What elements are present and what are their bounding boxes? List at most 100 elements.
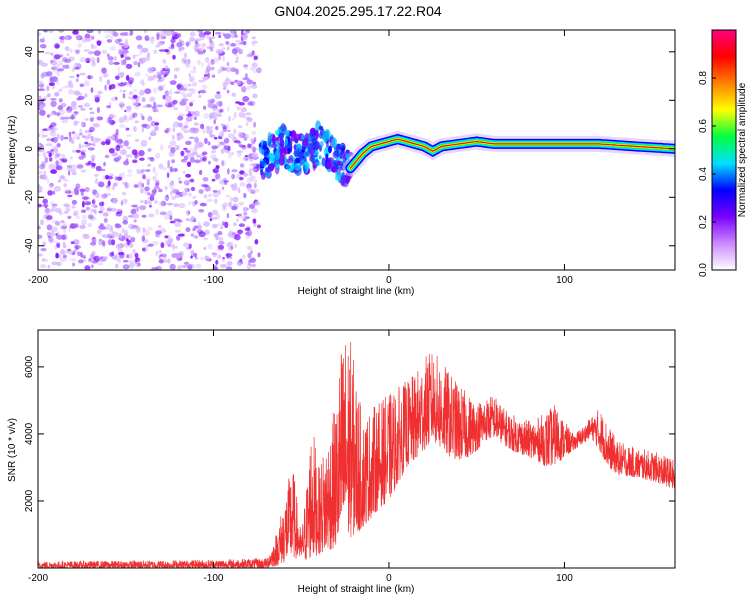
noise-speckle [171, 195, 177, 200]
noise-speckle [79, 128, 82, 133]
noise-speckle [226, 123, 229, 130]
noise-speckle [141, 235, 146, 242]
noise-speckle [127, 169, 133, 174]
turbulent-blob [285, 164, 293, 170]
noise-speckle [236, 218, 240, 223]
turbulent-blob [331, 159, 338, 165]
noise-speckle [231, 92, 236, 97]
noise-speckle [112, 32, 119, 37]
bottom-x-tick-label: -100 [203, 573, 223, 584]
colorbar: 0.0 0.2 0.4 0.6 0.8 Normalized spectral ampl… [698, 29, 748, 277]
noise-speckle [218, 54, 221, 61]
noise-speckle [245, 116, 251, 120]
noise-speckle [191, 128, 198, 134]
noise-speckle [214, 136, 218, 140]
noise-speckle [152, 106, 158, 113]
noise-speckle [245, 145, 248, 149]
noise-speckle [234, 234, 241, 241]
noise-speckle [46, 215, 53, 221]
noise-speckle [203, 247, 206, 250]
noise-speckle [75, 78, 79, 83]
noise-speckle [105, 224, 112, 230]
noise-speckle [59, 249, 65, 256]
noise-speckle [152, 175, 157, 181]
noise-speckle [232, 196, 239, 203]
noise-speckle [84, 186, 90, 193]
bottom-x-label: Height of straight line (km) [298, 584, 415, 595]
noise-speckle [72, 105, 78, 111]
noise-speckle [177, 115, 184, 121]
noise-speckle [166, 127, 172, 132]
noise-speckle [239, 163, 245, 168]
noise-speckle [245, 234, 250, 240]
noise-speckle [222, 221, 225, 226]
noise-speckle [82, 149, 87, 152]
noise-speckle [180, 150, 185, 157]
noise-speckle [167, 145, 172, 149]
noise-speckle [253, 55, 258, 61]
noise-speckle [173, 107, 179, 111]
noise-speckle [81, 121, 84, 127]
noise-speckle [96, 229, 102, 234]
noise-speckle [246, 207, 250, 211]
noise-speckle [65, 206, 71, 213]
noise-speckle [70, 114, 75, 120]
noise-speckle [212, 191, 219, 198]
noise-speckle [201, 42, 207, 48]
noise-speckle [138, 150, 145, 157]
turbulent-blob [294, 133, 301, 141]
noise-speckle [95, 192, 100, 199]
noise-speckle [111, 152, 118, 157]
noise-speckle [68, 48, 73, 53]
noise-speckle [214, 234, 219, 239]
noise-speckle [56, 68, 64, 72]
turbulent-blob [293, 150, 300, 157]
noise-speckle [198, 170, 203, 175]
noise-speckle [96, 106, 100, 114]
turbulent-blob [340, 144, 346, 155]
noise-speckle [233, 244, 238, 248]
noise-speckle [66, 53, 70, 57]
noise-speckle [139, 205, 147, 211]
noise-speckle [85, 57, 88, 62]
noise-speckle [159, 144, 164, 151]
noise-speckle [226, 61, 230, 67]
noise-speckle [238, 111, 245, 117]
noise-speckle [143, 123, 151, 130]
noise-speckle [201, 152, 204, 156]
noise-speckle [208, 160, 211, 165]
noise-speckle [61, 221, 68, 228]
noise-speckle [186, 209, 190, 216]
noise-speckle [74, 245, 81, 250]
noise-speckle [124, 198, 128, 204]
noise-speckle [142, 230, 150, 237]
noise-speckle [149, 157, 155, 162]
noise-speckle [231, 186, 238, 192]
turbulent-blob [269, 164, 274, 172]
noise-speckle [135, 263, 141, 268]
noise-speckle [238, 212, 243, 219]
noise-speckle [191, 81, 198, 87]
noise-speckle [72, 262, 75, 267]
noise-speckle [119, 43, 124, 46]
noise-speckle [58, 54, 64, 58]
noise-speckle [121, 45, 125, 50]
noise-speckle [216, 248, 224, 252]
noise-speckle [198, 47, 204, 51]
noise-speckle [166, 202, 174, 206]
noise-speckle [50, 100, 57, 108]
noise-speckle [118, 232, 123, 239]
noise-speckle [111, 120, 116, 125]
noise-speckle [38, 32, 41, 36]
noise-speckle [252, 218, 257, 224]
noise-speckle [216, 144, 222, 147]
noise-speckle [82, 196, 89, 200]
noise-speckle [79, 56, 86, 63]
noise-speckle [257, 252, 261, 258]
noise-speckle [122, 160, 130, 166]
noise-speckle [43, 174, 48, 181]
noise-speckle [71, 131, 76, 135]
noise-speckle [188, 243, 192, 249]
noise-speckle [203, 31, 212, 36]
noise-speckle [246, 117, 253, 123]
